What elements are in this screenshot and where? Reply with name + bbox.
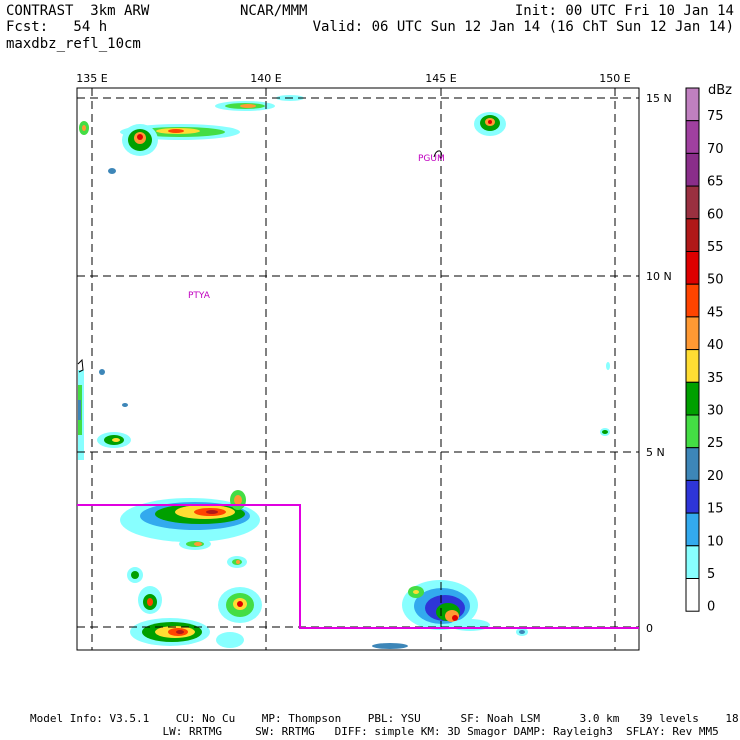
model-info-line1: Model Info: V3.5.1 CU: No Cu MP: Thompso… [30, 712, 740, 725]
colorbar-swatch-30 [685, 381, 700, 416]
colorbar-label-45: 45 [707, 305, 724, 320]
colorbar-swatch-55 [685, 218, 700, 253]
lat-label-5n: 5 N [646, 446, 665, 459]
colorbar-swatch-15 [685, 479, 700, 514]
colorbar-swatch-10 [685, 512, 700, 547]
valid-time: Valid: 06 UTC Sun 12 Jan 14 (16 ChT Sun … [312, 19, 734, 35]
colorbar-swatch-50 [685, 251, 700, 285]
west-coastline [77, 358, 84, 373]
lon-label-145: 145 E [425, 72, 456, 85]
map-frame [76, 87, 640, 651]
colorbar-swatch-45 [685, 283, 700, 318]
colorbar-label-60: 60 [707, 207, 724, 222]
colorbar-label-35: 35 [707, 371, 724, 386]
colorbar-label-40: 40 [707, 338, 724, 353]
colorbar-swatch-60 [685, 185, 700, 220]
colorbar-swatch-25 [685, 414, 700, 449]
colorbar-swatch-65 [685, 152, 700, 187]
guam-coastline [433, 150, 442, 159]
colorbar-label-20: 20 [707, 469, 724, 484]
colorbar-swatch-5 [685, 545, 700, 579]
colorbar-label-70: 70 [707, 142, 724, 157]
organization: NCAR/MMM [240, 3, 308, 19]
station-pgum: PGUM [418, 154, 445, 164]
lat-lon-grid [77, 88, 639, 650]
colorbar-swatch-20 [685, 447, 700, 481]
lat-label-15n: 15 N [646, 92, 672, 105]
colorbar-label-75: 75 [707, 109, 724, 124]
colorbar-label-25: 25 [707, 436, 724, 451]
colorbar-label-30: 30 [707, 404, 724, 419]
colorbar-label-65: 65 [707, 175, 724, 190]
station-ptya: PTYA [188, 291, 211, 301]
init-time: Init: 00 UTC Fri 10 Jan 14 [514, 3, 734, 19]
lon-label-135: 135 E [76, 72, 107, 85]
colorbar-label-0: 0 [707, 600, 715, 615]
lon-label-140: 140 E [250, 72, 281, 85]
lat-label-0: 0 [646, 622, 653, 635]
model-info-line2: LW: RRTMG SW: RRTMG DIFF: simple KM: 3D … [30, 725, 719, 738]
colorbar-label-50: 50 [707, 273, 724, 288]
colorbar-label-15: 15 [707, 502, 724, 517]
model-title: CONTRAST 3km ARW [6, 3, 150, 19]
colorbar-label-10: 10 [707, 534, 724, 549]
colorbar-swatch-40 [685, 316, 700, 351]
colorbar-swatch-0 [685, 578, 700, 612]
colorbar-unit: dBz [708, 83, 732, 98]
forecast-hour: Fcst: 54 h [6, 19, 108, 35]
colorbar-label-5: 5 [707, 567, 715, 582]
lon-label-150: 150 E [599, 72, 630, 85]
field-name: maxdbz_refl_10cm [6, 36, 141, 52]
nest-domain-boundary [77, 504, 639, 629]
reflectivity-cells [78, 95, 610, 649]
colorbar-label-55: 55 [707, 240, 724, 255]
colorbar-swatch-35 [685, 349, 700, 383]
colorbar-swatch-75 [685, 87, 700, 122]
colorbar-swatch-70 [685, 120, 700, 154]
lat-label-10n: 10 N [646, 270, 672, 283]
